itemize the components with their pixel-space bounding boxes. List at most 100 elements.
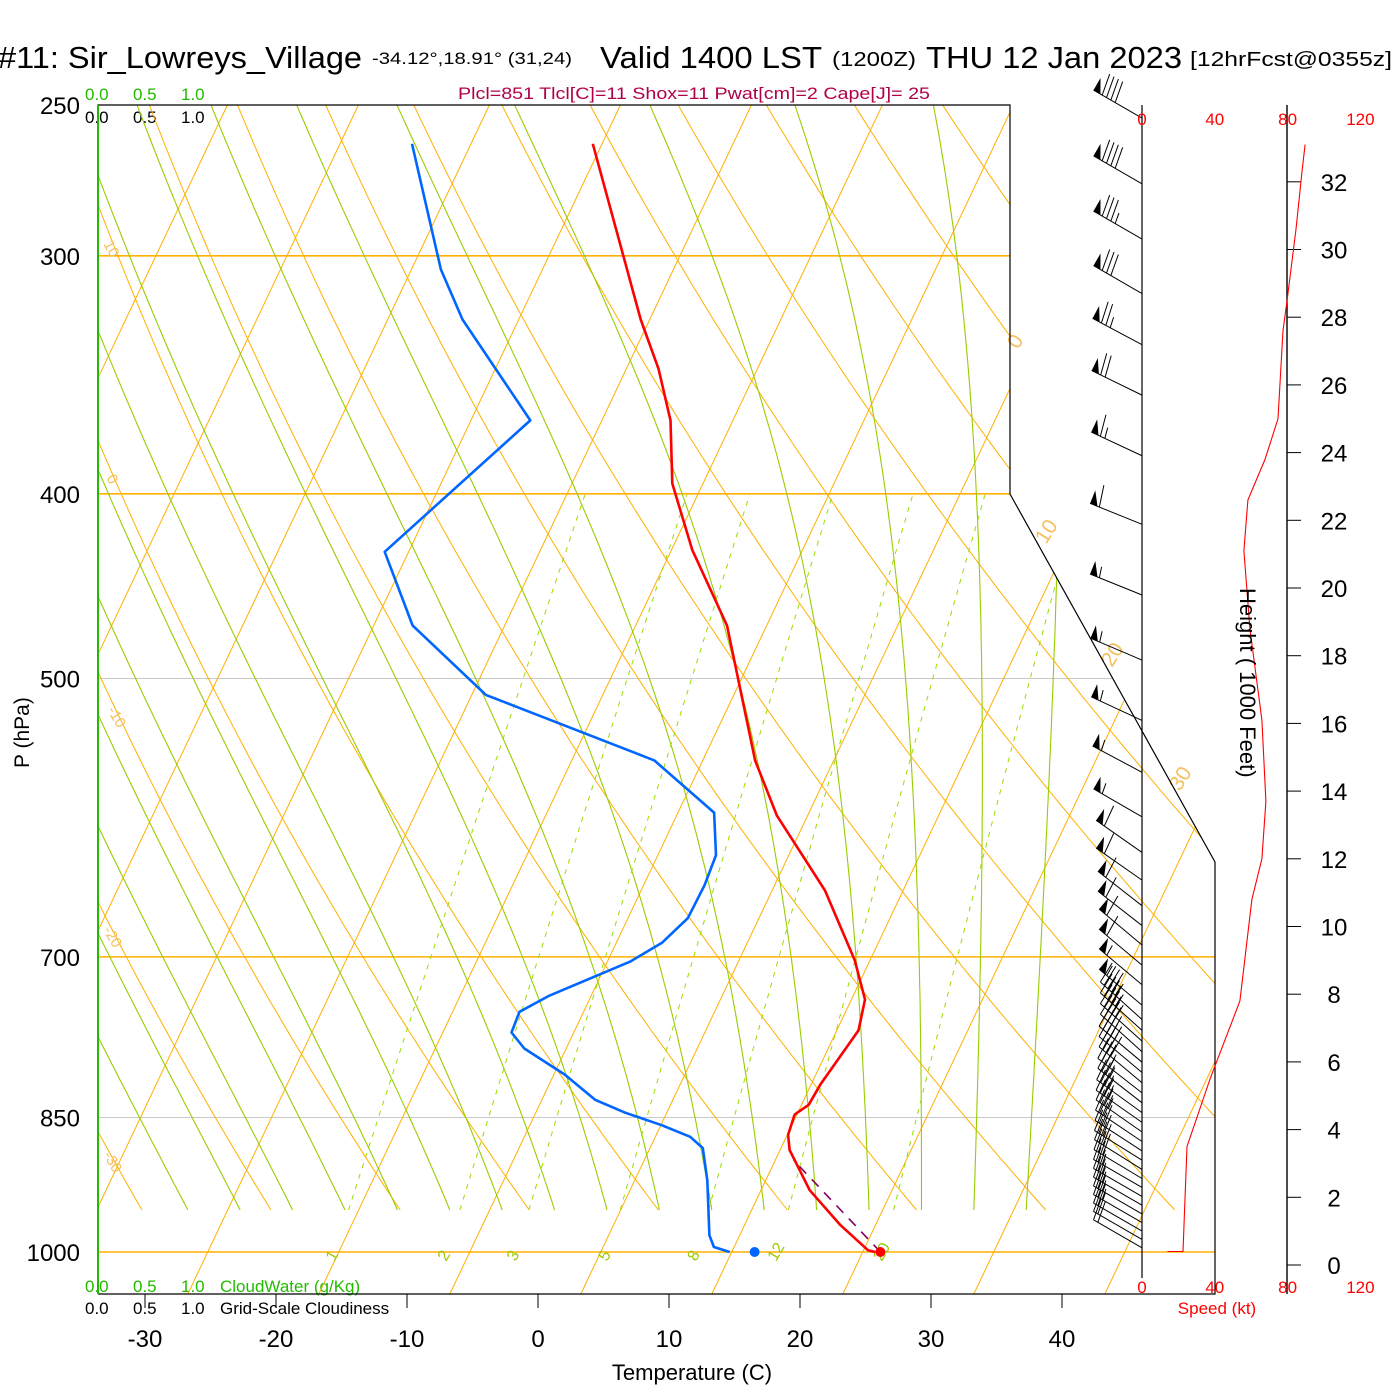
dry-adiabat xyxy=(98,105,401,1211)
isotherm xyxy=(187,105,752,1294)
wind-barb xyxy=(1089,561,1143,596)
valid-time: Valid 1400 LST xyxy=(600,40,822,75)
moist-adiabat xyxy=(98,105,398,1211)
barb-full xyxy=(1093,1198,1102,1221)
mixing-ratio-line xyxy=(708,494,914,1211)
barb-half xyxy=(1108,1078,1115,1089)
dry-adiabat xyxy=(671,105,1215,1211)
pressure-tick-label: 500 xyxy=(40,666,80,693)
cloudwater-label: CloudWater (g/Kg) xyxy=(220,1277,360,1296)
height-tick-label: 26 xyxy=(1321,373,1348,400)
barb-full xyxy=(1103,805,1115,827)
dry-adiabat xyxy=(0,93,13,1210)
barb-staff xyxy=(1097,890,1143,926)
barb-full xyxy=(1111,972,1124,993)
barb-staff xyxy=(1100,1003,1143,1042)
barb-full xyxy=(1106,76,1115,98)
barb-half xyxy=(1098,566,1103,578)
wind-barb xyxy=(1098,938,1143,986)
dry-adiabat-label: 10 xyxy=(100,238,123,261)
zulu-time: (1200Z) xyxy=(832,49,916,71)
wind-barb xyxy=(1093,1181,1143,1232)
wind-barb xyxy=(1099,962,1143,1020)
station-coords: -34.12°,18.91° (31,24) xyxy=(372,49,572,68)
wind-barb xyxy=(1091,353,1143,396)
barb-full xyxy=(1103,987,1117,1008)
pressure-tick-label: 700 xyxy=(40,945,80,972)
wind-barb xyxy=(1093,1190,1143,1240)
barb-staff xyxy=(1093,1167,1143,1197)
barb-full xyxy=(1097,1140,1106,1163)
barb-full xyxy=(1099,994,1113,1015)
height-tick-label: 30 xyxy=(1321,238,1348,265)
barb-full xyxy=(1110,78,1119,101)
barb-full xyxy=(1107,980,1120,1000)
temperature-line xyxy=(591,143,876,1254)
barb-staff xyxy=(1093,1159,1143,1188)
barb-staff xyxy=(1100,1013,1143,1053)
barb-full xyxy=(1099,984,1113,1004)
isotherm xyxy=(449,105,1014,1294)
barb-full xyxy=(1104,355,1112,378)
barb-flag xyxy=(1097,860,1107,877)
wind-barb xyxy=(1094,1099,1143,1152)
x-tick-label: -20 xyxy=(259,1326,294,1353)
barb-full xyxy=(1102,1105,1113,1127)
wind-barb xyxy=(1093,1147,1143,1197)
dry-adiabat xyxy=(144,105,788,1211)
wind-barb xyxy=(1098,895,1143,946)
isotherm-label: 30 xyxy=(1165,763,1197,795)
barb-full xyxy=(1097,1192,1106,1215)
barb-full xyxy=(1101,1051,1113,1072)
barb-flag xyxy=(1091,357,1099,375)
wind-barb xyxy=(1096,1059,1143,1114)
isotherm xyxy=(1367,105,1400,1294)
barb-flag xyxy=(1091,419,1099,436)
barb-full xyxy=(1110,199,1119,222)
barb-half xyxy=(1101,1180,1107,1192)
barb-flag xyxy=(1093,253,1101,270)
wind-barb xyxy=(1095,1079,1143,1133)
x-tick-label: 30 xyxy=(918,1326,945,1353)
cloudiness-scale-top: 0.0 0.5 1.0 xyxy=(85,108,205,127)
isotherm xyxy=(98,105,621,1294)
cloud-tick: 0.5 xyxy=(133,1299,157,1318)
barb-staff xyxy=(1089,573,1143,596)
dry-adiabat xyxy=(758,105,1215,1211)
barb-staff xyxy=(1095,847,1143,881)
cloud-tick: 1.0 xyxy=(181,85,205,104)
height-tick-label: 4 xyxy=(1327,1118,1340,1145)
wind-barb xyxy=(1092,301,1143,346)
wind-speed-profile xyxy=(1167,144,1306,1253)
isotherm xyxy=(1104,105,1215,1294)
x-tick-label: 10 xyxy=(656,1326,683,1353)
barb-staff xyxy=(1093,788,1143,818)
dry-adiabat xyxy=(495,105,1215,1211)
barb-staff xyxy=(1093,1194,1143,1223)
barb-staff xyxy=(1100,981,1143,1020)
barb-full xyxy=(1100,353,1108,376)
barb-full xyxy=(1095,1089,1106,1111)
height-tick-label: 24 xyxy=(1321,441,1348,468)
wind-barb xyxy=(1095,833,1143,881)
barb-full xyxy=(1101,194,1111,217)
barb-full xyxy=(1093,1173,1102,1195)
barb-full xyxy=(1098,485,1105,508)
barb-flag xyxy=(1090,625,1098,642)
barb-full xyxy=(1095,1079,1106,1101)
wind-barb xyxy=(1098,1027,1143,1084)
barb-full xyxy=(1093,1181,1102,1204)
barb-full xyxy=(1106,915,1119,936)
isotherm xyxy=(973,105,1215,1294)
dry-adiabat xyxy=(98,105,659,1211)
parcel-path xyxy=(793,1159,881,1253)
barb-half xyxy=(1109,316,1115,328)
x-axis-title: Temperature (C) xyxy=(612,1360,772,1385)
mixing-ratio-line xyxy=(787,494,986,1211)
barb-full xyxy=(1101,139,1111,162)
mixing-ratio-label: 8 xyxy=(685,1248,704,1264)
x-tick-label: -10 xyxy=(390,1326,425,1353)
cloud-tick: 0.5 xyxy=(133,1277,157,1296)
barb-staff xyxy=(1091,431,1143,457)
